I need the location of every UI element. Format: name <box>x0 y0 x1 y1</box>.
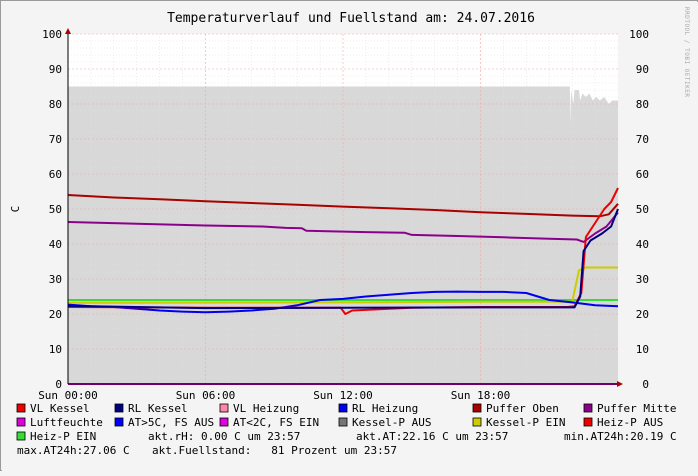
legend-label: VL Heizung <box>233 402 299 415</box>
x-axis-arrow-icon <box>617 381 623 387</box>
series-line-puffer-oben <box>67 194 619 218</box>
legend-label: RL Heizung <box>352 402 418 415</box>
legend-label: VL Kessel <box>30 402 90 415</box>
legend-label: Heiz-P EIN <box>30 430 96 443</box>
legend-swatch <box>16 417 26 427</box>
legend-swatch <box>16 403 26 413</box>
x-tick-label: Sun 00:00 <box>38 389 98 402</box>
y-tick-label-left: 20 <box>49 308 62 321</box>
legend-stat: akt.AT:22.16 C um 23:57 <box>356 430 508 443</box>
legend-label: Heiz-P AUS <box>597 416 663 429</box>
legend-label: AT<2C, FS EIN <box>233 416 319 429</box>
legend-swatch <box>472 403 482 413</box>
y-tick-label-right: 50 <box>636 203 649 216</box>
y-axis-label: C <box>9 206 22 213</box>
y-tick-label-left: 50 <box>49 203 62 216</box>
legend-swatch <box>114 417 124 427</box>
legend: VL Kessel RL Kessel VL Heizung RL Heizung Pu… <box>16 402 677 457</box>
legend-swatch <box>338 403 348 413</box>
chart-title: Temperaturverlauf und Fuellstand am: 24.… <box>167 11 535 26</box>
series-line-rl-heizung <box>67 290 619 314</box>
x-tick-label: Sun 06:00 <box>176 389 236 402</box>
y-tick-label-right: 80 <box>636 98 649 111</box>
x-tick-label: Sun 12:00 <box>313 389 373 402</box>
legend-stat: max.AT24h:27.06 C <box>17 444 130 457</box>
y-tick-label-right: 40 <box>636 238 649 251</box>
y-tick-label-right: 30 <box>636 273 649 286</box>
legend-label: Puffer Mitte <box>597 402 676 415</box>
legend-swatch <box>583 403 593 413</box>
legend-swatch <box>472 417 482 427</box>
x-tick-label: Sun 18:00 <box>451 389 511 402</box>
legend-swatch <box>219 417 229 427</box>
legend-stat: akt.rH: 0.00 C um 23:57 <box>148 430 300 443</box>
legend-stat: min.AT24h:20.19 C <box>564 430 677 443</box>
y-tick-label-right: 0 <box>642 378 649 391</box>
legend-label: Kessel-P EIN <box>486 416 565 429</box>
plot-area: 0 0 10 10 20 20 30 30 40 40 50 50 60 60 70 70 80 80 90 90 10… <box>38 28 649 402</box>
y-tick-label-left: 70 <box>49 133 62 146</box>
legend-swatch <box>16 431 26 441</box>
y-tick-label-left: 80 <box>49 98 62 111</box>
legend-swatch <box>338 417 348 427</box>
y-tick-label-right: 70 <box>636 133 649 146</box>
legend-stat: akt.Fuellstand: 81 Prozent um 23:57 <box>152 444 397 457</box>
y-tick-label-left: 40 <box>49 238 62 251</box>
y-tick-label-left: 0 <box>55 378 62 391</box>
legend-label: RL Kessel <box>128 402 188 415</box>
y-tick-label-right: 60 <box>636 168 649 181</box>
legend-label: Kessel-P AUS <box>352 416 431 429</box>
legend-swatch <box>583 417 593 427</box>
y-tick-label-left: 10 <box>49 343 62 356</box>
legend-label: AT>5C, FS AUS <box>128 416 214 429</box>
y-tick-label-left: 100 <box>42 28 62 41</box>
y-tick-label-right: 10 <box>636 343 649 356</box>
y-tick-label-left: 60 <box>49 168 62 181</box>
legend-swatch <box>219 403 229 413</box>
y-tick-label-right: 90 <box>636 63 649 76</box>
legend-label: Puffer Oben <box>486 402 559 415</box>
legend-label: Luftfeuchte <box>30 416 103 429</box>
watermark: RRDTOOL / TOBI OETIKER <box>683 7 690 97</box>
y-axis-arrow-icon <box>65 28 71 34</box>
y-tick-label-left: 30 <box>49 273 62 286</box>
legend-swatch <box>114 403 124 413</box>
y-tick-label-right: 20 <box>636 308 649 321</box>
series-line-rl-kessel <box>67 208 619 310</box>
y-tick-label-left: 90 <box>49 63 62 76</box>
y-tick-label-right: 100 <box>629 28 649 41</box>
